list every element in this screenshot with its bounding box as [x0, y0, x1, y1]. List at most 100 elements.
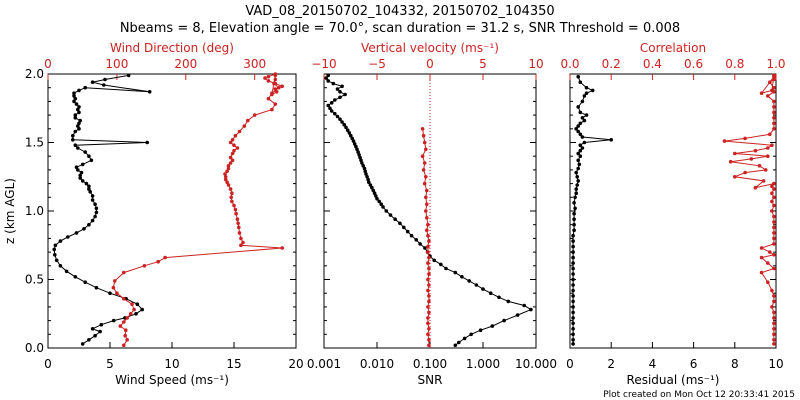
data-point	[571, 250, 575, 254]
data-point	[235, 146, 240, 150]
data-point	[478, 328, 483, 333]
data-point	[772, 342, 776, 346]
data-point	[333, 111, 337, 116]
data-point	[239, 236, 243, 241]
data-point	[76, 124, 80, 128]
data-point	[772, 225, 776, 230]
data-point	[326, 103, 331, 108]
data-point	[126, 73, 131, 78]
data-point	[577, 162, 582, 167]
x-bottom-tick-label: 20	[288, 357, 303, 371]
data-point	[571, 299, 575, 304]
y-tick-label: 1.0	[25, 204, 44, 218]
data-point	[427, 299, 431, 304]
data-point	[345, 128, 350, 132]
x-top-axis-label: Correlation	[640, 41, 706, 55]
data-point	[772, 266, 776, 271]
y-tick-label: 0.0	[25, 341, 44, 355]
y-tick-label: 0.5	[25, 273, 44, 287]
data-point	[423, 246, 427, 250]
data-point	[584, 113, 589, 117]
data-point	[277, 85, 281, 90]
data-point	[230, 191, 234, 195]
data-point	[361, 164, 366, 168]
data-point	[402, 225, 406, 230]
data-point	[759, 91, 764, 95]
series-black	[571, 74, 613, 346]
data-point	[326, 73, 331, 78]
data-point	[405, 229, 410, 234]
data-point	[230, 151, 235, 156]
data-point	[772, 294, 776, 298]
data-point	[393, 217, 397, 221]
x-top-tick-label: 0	[426, 57, 434, 71]
data-point	[409, 233, 414, 238]
data-point	[343, 92, 347, 97]
data-point	[766, 154, 770, 158]
x-bottom-axis-label: Residual (ms⁻¹)	[627, 373, 720, 387]
data-point	[77, 110, 81, 115]
x-bottom-tick-label: 8	[731, 357, 739, 371]
data-point	[156, 259, 160, 264]
data-point	[326, 79, 331, 83]
data-point	[372, 191, 377, 195]
data-point	[252, 113, 257, 117]
data-point	[576, 166, 580, 171]
data-point	[347, 131, 352, 135]
data-point	[72, 99, 76, 104]
data-point	[529, 307, 533, 312]
x-bottom-tick-label: 15	[226, 357, 241, 371]
data-point	[444, 266, 448, 271]
data-point	[571, 310, 575, 315]
data-point	[584, 85, 589, 90]
data-point	[87, 187, 91, 191]
data-point	[78, 176, 82, 180]
data-point	[87, 184, 91, 189]
panel-right: 0 2 4 6 8 10 Residual (ms⁻¹) 0.0 0.2 0.4 0.6 0.8 1.0…	[560, 41, 785, 387]
data-point	[772, 73, 776, 78]
data-point	[94, 285, 99, 290]
data-point	[574, 170, 578, 175]
data-point	[90, 198, 95, 202]
x-bottom-tick-label: 5	[106, 357, 114, 371]
data-point	[424, 147, 428, 152]
data-point	[575, 183, 579, 187]
data-point	[571, 239, 575, 243]
data-point	[352, 142, 357, 146]
data-point	[66, 235, 70, 239]
data-point	[770, 191, 774, 195]
data-point	[228, 140, 233, 145]
data-point	[424, 195, 428, 200]
data-point	[223, 175, 228, 179]
data-point	[421, 133, 426, 138]
data-point	[584, 91, 589, 95]
data-point	[522, 303, 526, 308]
data-point	[426, 332, 430, 337]
data-point	[422, 140, 427, 145]
data-point	[225, 169, 229, 174]
data-point	[388, 213, 393, 217]
data-point	[237, 129, 242, 134]
data-point	[582, 94, 587, 98]
data-point	[772, 327, 776, 331]
data-point	[128, 312, 133, 316]
data-point	[122, 343, 126, 348]
data-point	[78, 173, 82, 178]
data-point	[427, 255, 431, 260]
data-point	[331, 81, 336, 86]
data-point	[766, 261, 770, 265]
data-point	[427, 272, 431, 276]
data-point	[241, 240, 245, 245]
data-point	[426, 277, 430, 282]
data-point	[427, 294, 431, 298]
data-point	[125, 338, 129, 342]
data-point	[772, 299, 776, 304]
data-point	[580, 99, 585, 104]
data-point	[770, 184, 774, 189]
data-point	[338, 90, 342, 94]
data-point	[772, 195, 776, 200]
data-point	[582, 118, 587, 123]
data-point	[572, 222, 576, 227]
data-point	[335, 114, 340, 119]
